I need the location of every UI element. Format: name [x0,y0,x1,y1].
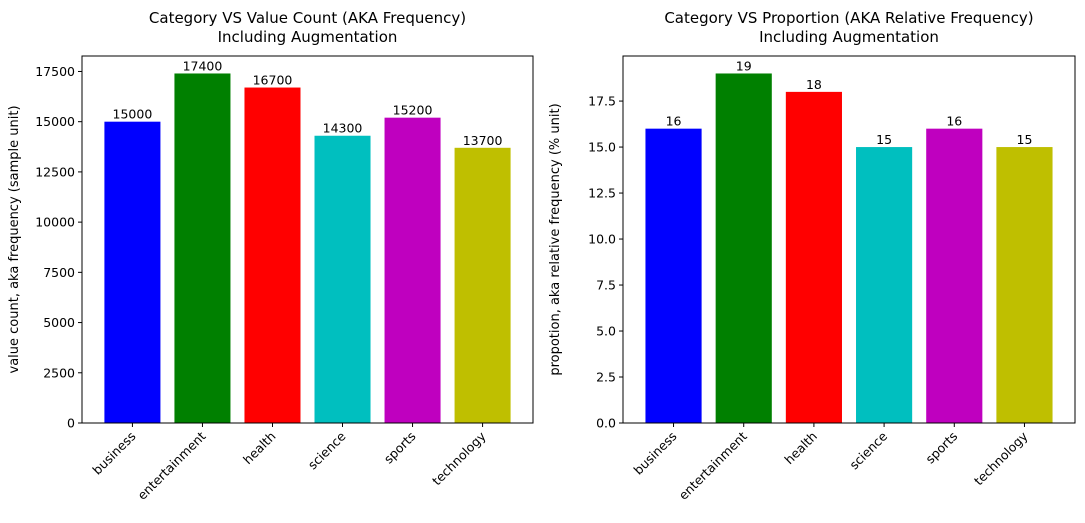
y-tick-label: 17.5 [588,94,616,109]
bar-entertainment [174,73,231,423]
x-tick-label-business: business [89,429,138,478]
y-tick-label: 10.0 [588,232,616,247]
chart-title-line: Category VS Proportion (AKA Relative Fre… [664,9,1033,27]
y-tick-label: 17500 [35,64,75,79]
y-tick-label: 10000 [35,215,75,230]
y-tick-label: 2500 [43,365,75,380]
data-label-science: 15 [876,132,892,147]
bar-science [314,135,371,423]
data-label-health: 18 [806,77,822,92]
bar-sports [384,117,441,423]
y-tick-label: 0.0 [596,416,616,431]
chart-count: Category VS Value Count (AKA Frequency) I… [7,9,534,503]
x-tick-label-sports: sports [381,429,419,467]
x-tick-label-sports: sports [922,429,960,467]
y-tick-label: 5000 [43,315,75,330]
data-label-sports: 16 [946,114,962,129]
bar-technology [996,147,1053,423]
bar-technology [454,147,511,423]
chart-title: Category VS Proportion (AKA Relative Fre… [664,9,1033,46]
data-label-science: 14300 [323,121,363,136]
x-tick-label-technology: technology [971,428,1031,488]
x-tick-label-technology: technology [429,428,489,488]
data-label-health: 16700 [253,73,293,88]
y-tick-label: 5.0 [596,324,616,339]
y-axis-label: propotion, aka relative frequency (% uni… [548,103,563,375]
y-tick-label: 0 [67,416,75,431]
data-label-business: 16 [666,114,682,129]
x-tick-label-entertainment: entertainment [134,428,208,502]
y-tick-label: 12.5 [588,186,616,201]
data-label-business: 15000 [113,107,153,122]
x-tick-label-science: science [305,428,349,472]
bar-science [856,147,913,423]
bar-entertainment [715,73,772,423]
bar-business [645,128,702,423]
bar-health [244,87,301,424]
x-tick-label-health: health [781,429,820,468]
chart-title-line: Including Augmentation [218,28,398,46]
y-tick-label: 15.0 [588,140,616,155]
x-tick-label-science: science [846,428,890,472]
x-tick-label-health: health [240,429,279,468]
chart-title: Category VS Value Count (AKA Frequency) I… [149,9,466,46]
data-label-technology: 15 [1017,132,1033,147]
x-tick-label-entertainment: entertainment [676,428,750,502]
chart-title-line: Category VS Value Count (AKA Frequency) [149,9,466,27]
bar-sports [926,128,983,423]
y-tick-label: 7.5 [596,278,616,293]
bar-business [104,121,161,423]
data-label-sports: 15200 [393,103,433,118]
data-label-entertainment: 19 [736,58,752,73]
x-tick-label-business: business [631,429,680,478]
y-tick-label: 7500 [43,265,75,280]
data-label-entertainment: 17400 [183,58,223,73]
y-axis-label: value count, aka frequency (sample unit) [7,105,22,373]
y-tick-label: 12500 [35,164,75,179]
chart-proportion: Category VS Proportion (AKA Relative Fre… [548,9,1076,503]
plot-frame [81,55,534,424]
y-tick-label: 15000 [35,114,75,129]
chart-title-line: Including Augmentation [759,28,939,46]
data-label-technology: 13700 [463,133,503,148]
y-tick-label: 2.5 [596,370,616,385]
bar-health [785,91,842,423]
